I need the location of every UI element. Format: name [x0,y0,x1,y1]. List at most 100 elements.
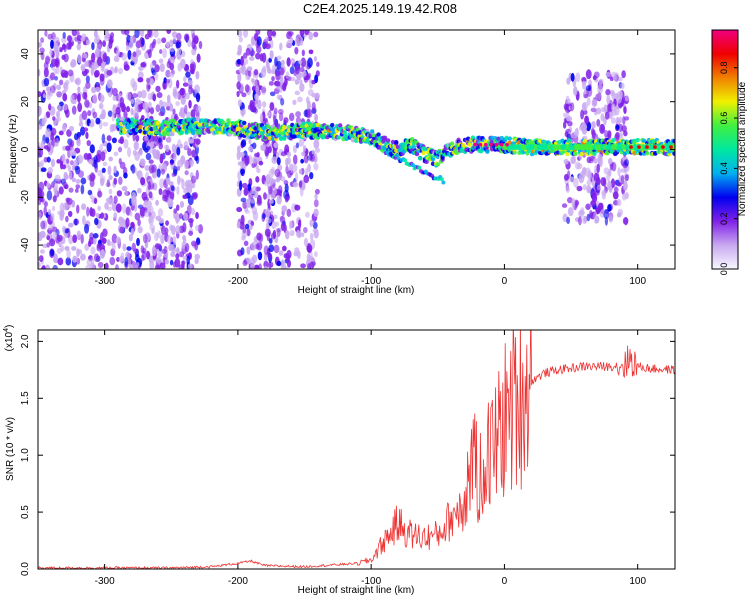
spectrogram-cell [298,180,303,188]
spectrogram-cell [312,227,319,234]
spectrogram-cell [94,69,100,78]
spectrogram-cell [567,196,573,204]
spectrogram-cell [439,177,444,182]
spectrogram-cell [591,190,597,198]
colorbar-ticks: 0.0 0.2 0.4 0.6 0.8 [719,61,738,275]
spectrogram-cell [307,244,313,253]
spectrogram-cell [111,111,115,122]
spectrogram-cell [198,40,203,50]
spectrogram-cell [275,70,281,81]
spectrogram-cell [176,185,180,195]
spectrogram-cell [245,47,251,56]
colorbar-tick-label: 0.2 [719,212,729,225]
spectrogram-cell [52,195,57,203]
spectrogram-cell [167,198,174,208]
spectrogram-cell [106,135,112,142]
spectrogram-cell [102,228,108,237]
spectrogram-cell [40,51,45,61]
spectrogram-cell [66,35,73,42]
spectrogram-cell [621,125,627,133]
spectrogram-cell [312,221,318,229]
spectrogram-cell [576,185,583,192]
spectrogram-cell [297,219,302,229]
spectrogram-cell [85,131,89,139]
spectrogram-cell [255,84,260,94]
spectrogram-cell [178,111,183,117]
spectrogram-cell [45,264,50,269]
spectrogram-cell [126,34,132,43]
spectrogram-cell [148,164,155,174]
spectrogram-cell [51,181,55,188]
spectrogram-cell [645,145,649,149]
spectrogram-cell [314,127,319,132]
spectrogram-cell [421,150,426,156]
spectrogram-cell [133,248,139,254]
spectrogram-cell [313,31,319,38]
spectrogram-cell [90,256,95,267]
spectrogram-cell [279,42,283,51]
spectrogram-cell [76,138,81,147]
spectrogram-x-label: Height of straight line (km) [298,285,415,296]
spectrogram-cells [38,30,675,269]
x-tick-label: 0 [502,576,508,587]
spectrogram-cell [96,243,102,249]
spectrogram-cell [39,249,45,254]
spectrogram-cell [175,41,182,49]
spectrogram-cell [39,230,46,239]
spectrogram-cell [294,37,300,47]
snr-series-line [38,330,675,569]
spectrogram-cell [154,264,160,269]
spectrogram-cell [43,114,48,123]
spectrogram-cell [64,228,69,234]
spectrogram-cell [61,124,67,133]
spectrogram-cell [108,156,113,162]
spectrogram-cell [139,206,146,217]
spectrogram-cell [111,137,117,144]
spectrogram-cell [104,202,109,210]
y-tick-label: 40 [20,48,31,60]
spectrogram-cell [157,208,164,217]
spectrogram-cell [512,150,517,155]
spectrogram-cell [165,106,171,111]
spectrogram-cell [250,220,255,227]
spectrogram-cell [256,45,262,54]
spectrogram-cell [97,205,101,211]
spectrogram-cell [265,59,270,70]
spectrogram-cell [50,212,55,222]
spectrogram-cell [91,61,95,72]
spectrogram-cell [40,220,46,230]
spectrogram-cell [586,97,591,106]
spectrogram-cell [188,159,195,164]
spectrogram-cell [306,100,311,111]
spectrogram-cell [267,68,272,74]
spectrogram-cell [149,224,156,231]
spectrogram-cell [83,127,89,132]
spectrogram-cell [246,198,252,208]
spectrogram-cell [145,145,151,151]
spectrogram-cell [272,214,278,220]
spectrogram-cell [165,41,170,48]
spectrogram-cell [115,203,122,213]
spectrogram-cell [236,150,241,161]
spectrogram-cell [146,81,151,92]
spectrogram-cell [56,91,63,98]
spectrogram-cell [289,163,294,170]
snr-x-ticks: -300 -200 -100 0 100 [95,330,646,587]
spectrogram-cell [100,62,105,72]
spectrogram-cell [129,210,133,217]
spectrogram-cell [62,93,68,102]
spectrogram-cell [590,199,596,208]
spectrogram-cell [268,81,274,86]
spectrogram-cell [70,60,76,68]
spectrogram-cell [38,142,41,147]
spectrogram-cell [80,233,84,245]
spectrogram-cell [80,253,86,261]
spectrogram-cell [582,138,588,144]
spectrogram-cell [89,232,95,240]
spectrogram-cell [115,236,121,244]
spectrogram-cell [176,247,180,254]
spectrogram-cell [273,107,278,115]
spectrogram-cell [61,153,66,162]
spectrogram-cell [84,243,90,251]
